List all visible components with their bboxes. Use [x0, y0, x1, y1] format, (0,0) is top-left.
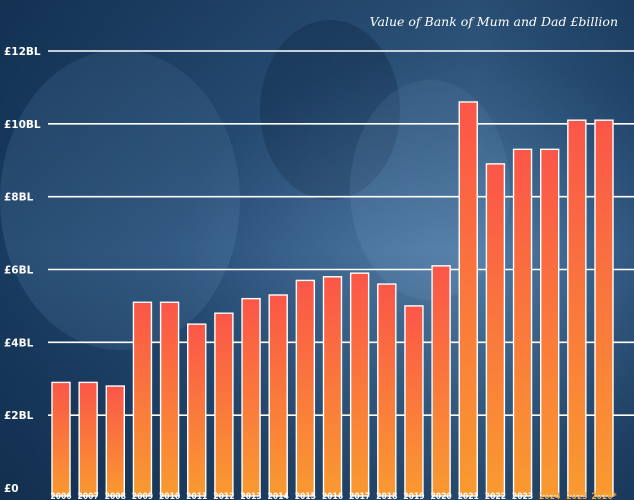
bar: [431, 265, 451, 497]
x-tick-label: 2011: [186, 492, 207, 500]
bar: [241, 297, 261, 497]
x-tick-label: 2021: [458, 492, 479, 500]
x-tick-label: 2018: [376, 492, 397, 500]
x-tick-label: 2019: [403, 492, 424, 500]
y-tick-label: £0: [4, 483, 19, 495]
bar: [159, 301, 180, 497]
bar: [268, 294, 288, 497]
x-tick-label: 2024: [539, 492, 560, 500]
bar: [349, 272, 370, 497]
bar: [404, 305, 424, 497]
x-tick-label: 2015: [295, 492, 316, 500]
y-tick-label: £10BL: [4, 119, 41, 131]
bar: [187, 323, 207, 497]
x-tick-label: 2013: [240, 492, 261, 500]
y-tick-label: £8BL: [4, 192, 34, 204]
y-tick-label: £6BL: [4, 265, 34, 277]
bar: [295, 279, 316, 497]
bar: [214, 312, 234, 497]
x-tick-label: 2006: [50, 492, 71, 500]
bar: [458, 101, 478, 497]
x-tick-label: 2012: [213, 492, 234, 500]
x-axis-labels: 2006 2007 2008 2009 2010 2011 2012 2013 2014 2015…: [50, 492, 616, 500]
x-tick-label: 2007: [78, 492, 99, 500]
x-tick-label: 2023: [512, 492, 533, 500]
x-tick-label: 2016: [322, 492, 343, 500]
bar: [132, 301, 153, 497]
x-tick-label: 2025: [566, 492, 587, 500]
x-tick-label: 2010: [159, 492, 180, 500]
bar: [377, 283, 397, 497]
y-axis-labels: £0 £2BL £4BL £6BL £8BL £10BL £12BL: [4, 46, 41, 495]
bar: [51, 381, 71, 497]
y-tick-label: £12BL: [4, 46, 41, 58]
bar: [78, 381, 98, 497]
bar: [540, 148, 560, 497]
y-tick-label: £4BL: [4, 337, 34, 349]
bars: [51, 101, 614, 497]
bar: [485, 163, 506, 497]
x-tick-label: 2014: [268, 492, 289, 500]
x-tick-label: 2022: [485, 492, 506, 500]
bar: [105, 385, 126, 497]
x-tick-label: 2017: [349, 492, 370, 500]
bar: [512, 148, 533, 497]
bar: [567, 119, 587, 497]
y-tick-label: £2BL: [4, 410, 34, 422]
bar: [594, 119, 614, 497]
x-tick-label: 2009: [132, 492, 153, 500]
bar: [322, 276, 343, 497]
x-tick-label: 2026*: [591, 492, 616, 500]
chart-title: Value of Bank of Mum and Dad £billion: [370, 14, 618, 29]
x-tick-label: 2008: [105, 492, 126, 500]
x-tick-label: 2020: [430, 492, 451, 500]
